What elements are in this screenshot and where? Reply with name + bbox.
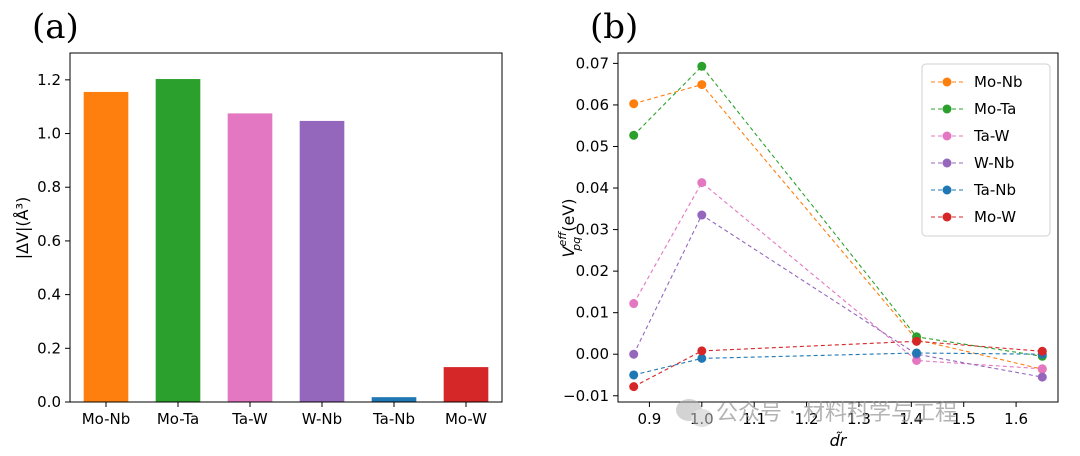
y-tick-label: 0.04 — [576, 179, 609, 197]
point-w-nb — [1037, 372, 1047, 382]
y-tick-label: 0.07 — [576, 54, 609, 72]
y-tick-label: 0.02 — [576, 262, 609, 280]
bar-mo-nb — [83, 91, 129, 402]
bar-mo-ta — [155, 79, 201, 402]
legend-marker-ta-w — [942, 131, 952, 141]
legend-box — [921, 63, 1051, 237]
point-mo-w — [1037, 346, 1047, 356]
panel-a-label: (a) — [32, 7, 79, 47]
x-tick-label: Ta-Nb — [372, 410, 415, 428]
bar-chart-axes-frame — [69, 52, 503, 403]
bar-chart-volume-difference: 0.0 0.2 0.4 0.6 0.8 1.0 1.2 Mo-Nb Mo-Ta Ta-W W-Nb… — [13, 52, 503, 428]
panel-b-label: (b) — [590, 7, 638, 47]
y-tick-label: 0.05 — [576, 137, 609, 155]
point-ta-nb — [697, 353, 707, 363]
point-mo-ta — [697, 61, 707, 71]
x-tick-label: W-Nb — [302, 410, 342, 428]
y-label-unit: (eV) — [559, 199, 578, 237]
legend-label-mo-ta: Mo-Ta — [974, 100, 1016, 118]
y-tick-label: 0.4 — [37, 286, 61, 304]
point-mo-nb — [697, 80, 707, 90]
line-series — [629, 61, 1047, 392]
point-mo-ta — [629, 130, 639, 140]
x-tick-label: Mo-Ta — [157, 410, 199, 428]
legend-label-ta-nb: Ta-Nb — [973, 181, 1016, 199]
series-line-mo-w — [633, 340, 1043, 388]
series-line-w-nb — [633, 214, 1043, 378]
legend-marker-w-nb — [942, 158, 952, 168]
point-mo-w — [629, 382, 639, 392]
point-ta-w — [912, 355, 922, 365]
wechat-icon — [676, 399, 713, 427]
legend-marker-ta-nb — [942, 185, 952, 195]
point-ta-w — [1037, 364, 1047, 374]
point-mo-nb — [629, 99, 639, 109]
bar-ta-w — [227, 113, 273, 403]
point-w-nb — [629, 349, 639, 359]
line-chart-y-axis-label: Veffpq (eV) — [556, 199, 583, 258]
legend-marker-mo-nb — [942, 77, 952, 87]
y-label-subscript: pq — [570, 237, 583, 252]
bar-chart-y-ticks: 0.0 0.2 0.4 0.6 0.8 1.0 1.2 — [37, 71, 70, 411]
legend-marker-mo-ta — [942, 104, 952, 114]
bar-series — [83, 79, 489, 403]
y-tick-label: 0.2 — [37, 339, 61, 357]
series-line-mo-ta — [633, 65, 1043, 357]
point-mo-w — [697, 346, 707, 356]
x-tick-label: Ta-W — [231, 410, 268, 428]
legend-marker-mo-w — [942, 212, 952, 222]
bar-chart-x-ticks: Mo-Nb Mo-Ta Ta-W W-Nb Ta-Nb Mo-W — [82, 402, 487, 428]
y-tick-label: 0.8 — [37, 178, 61, 196]
bar-ta-nb — [371, 397, 417, 402]
legend-label-w-nb: W-Nb — [974, 154, 1014, 172]
legend: Mo-Nb Mo-Ta Ta-W W-Nb Ta-Nb Mo-W — [921, 63, 1051, 237]
line-chart-y-ticks: −0.01 0.00 0.01 0.02 0.03 0.04 0.05 0.06 0.07 — [563, 54, 618, 405]
line-chart-effective-interaction: −0.01 0.00 0.01 0.02 0.03 0.04 0.05 0.06 0.07 0.… — [556, 52, 1059, 450]
legend-label-mo-w: Mo-W — [974, 208, 1016, 226]
point-w-nb — [697, 210, 707, 220]
point-ta-nb — [629, 370, 639, 380]
y-tick-label: 0.0 — [37, 393, 61, 411]
y-tick-label: 0.00 — [576, 345, 609, 363]
line-chart-x-axis-label: d̃r — [830, 431, 848, 450]
x-tick-label: 1.5 — [952, 410, 976, 428]
line-chart-axes-frame — [617, 52, 1059, 403]
point-ta-nb — [912, 348, 922, 358]
x-tick-label: 1.3 — [847, 410, 871, 428]
y-tick-label: 0.03 — [576, 221, 609, 239]
point-ta-w — [697, 178, 707, 188]
y-tick-label: 1.2 — [37, 71, 61, 89]
series-line-ta-nb — [633, 352, 1043, 376]
point-mo-w — [912, 336, 922, 346]
line-chart-x-ticks: 0.91.01.11.21.31.41.51.6 — [637, 402, 1028, 428]
legend-label-ta-w: Ta-W — [973, 127, 1010, 145]
y-tick-label: 0.6 — [37, 232, 61, 250]
y-tick-label: 0.01 — [576, 304, 609, 322]
x-tick-label: Mo-W — [445, 410, 487, 428]
y-label-superscript: eff — [556, 231, 569, 247]
series-line-mo-nb — [633, 83, 1043, 370]
y-tick-label: −0.01 — [563, 387, 609, 405]
x-tick-label: 1.4 — [899, 410, 923, 428]
x-tick-label: 1.1 — [742, 410, 766, 428]
bar-chart-y-axis-label: |ΔV|(Å³) — [13, 197, 32, 260]
legend-label-mo-nb: Mo-Nb — [974, 73, 1023, 91]
y-tick-label: 0.06 — [576, 96, 609, 114]
point-ta-w — [629, 299, 639, 309]
x-tick-label: 1.6 — [1004, 410, 1028, 428]
bar-w-nb — [299, 120, 345, 402]
bar-mo-w — [443, 367, 489, 402]
x-tick-label: Mo-Nb — [82, 410, 131, 428]
watermark-text: 公众号 · 材料科学与工程 — [716, 401, 957, 426]
x-tick-label: 0.9 — [637, 410, 661, 428]
y-label-main: V — [559, 246, 578, 258]
x-tick-label: 1.2 — [795, 410, 819, 428]
watermark: 公众号 · 材料科学与工程 — [676, 399, 957, 427]
y-tick-label: 1.0 — [37, 125, 61, 143]
